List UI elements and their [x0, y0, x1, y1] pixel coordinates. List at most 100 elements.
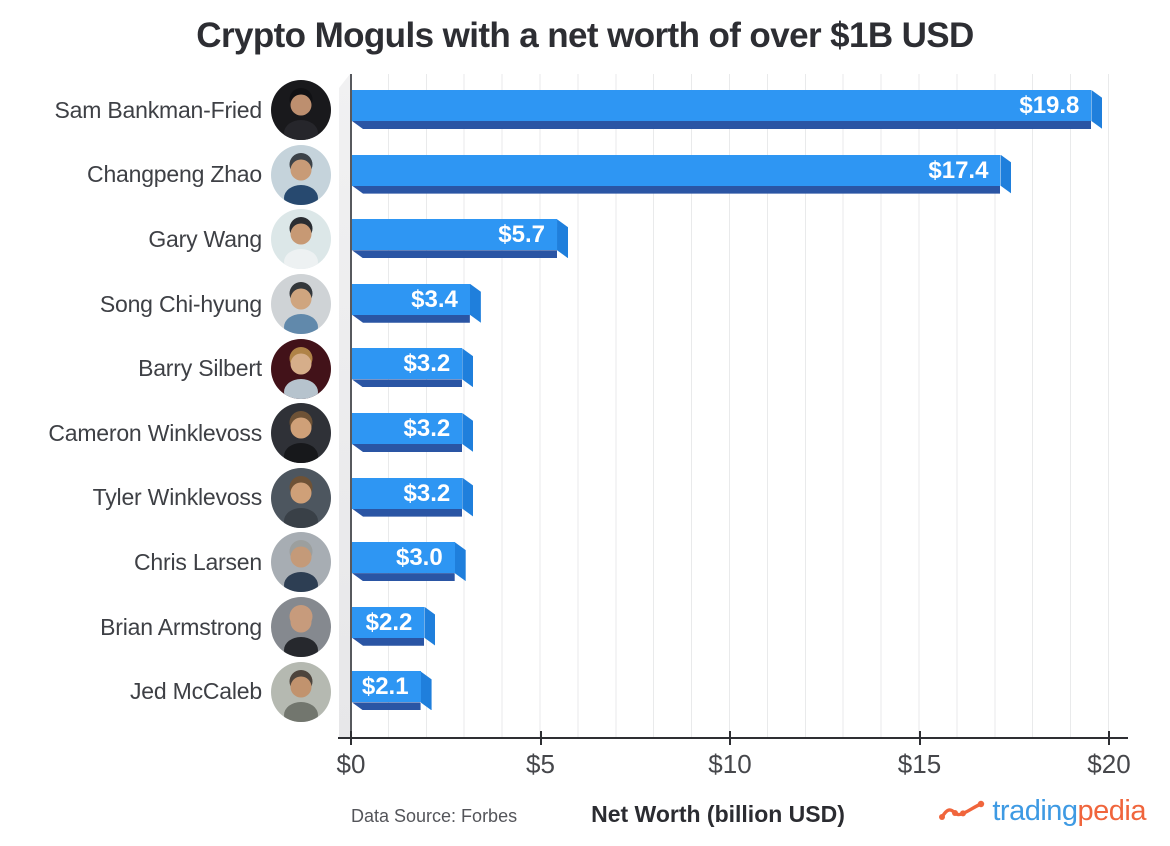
x-axis-tick-label: $15	[897, 749, 942, 779]
axis-wall-3d	[339, 74, 350, 737]
bar-3d-right-face	[1000, 154, 1012, 194]
person-photo-placeholder	[271, 338, 331, 399]
bar: $3.4	[352, 283, 481, 323]
person-avatar	[271, 209, 331, 270]
bar-value-label: $2.2	[365, 608, 413, 636]
bar-3d-bottom-face	[352, 121, 1092, 129]
person-photo-placeholder	[271, 403, 331, 464]
logo-wordmark: tradingpedia	[992, 794, 1146, 828]
bar: $2.2	[352, 606, 436, 646]
bar-3d-bottom-face	[352, 250, 558, 259]
bar-3d-bottom-face	[352, 573, 455, 582]
chart-title: Crypto Moguls with a net worth of over $…	[196, 16, 974, 55]
person-avatar	[271, 274, 331, 335]
person-name: Cameron Winklevoss	[48, 419, 262, 446]
data-source-note: Data Source: Forbes	[351, 806, 518, 826]
person-avatar	[271, 532, 331, 593]
bar-row: Brian Armstrong $2.2	[0, 595, 1170, 660]
person-name: Barry Silbert	[138, 355, 262, 382]
x-axis-title: Net Worth (billion USD)	[591, 801, 845, 827]
person-avatar	[271, 144, 331, 205]
person-name: Chris Larsen	[134, 548, 262, 575]
bar-value-label: $3.2	[403, 350, 451, 378]
x-axis-tick-label: $20	[1087, 749, 1131, 779]
x-axis-line	[338, 737, 1128, 739]
bar-3d-right-face	[1091, 90, 1103, 129]
bar-rows: Sam Bankman-Fried $19.8 Changpeng Zhao $17.…	[0, 78, 1170, 724]
bar-row: Jed McCaleb $2.1	[0, 659, 1170, 724]
bar-3d-bottom-face	[352, 702, 421, 711]
bar-value-label: $5.7	[498, 221, 546, 249]
bar-row: Gary Wang $5.7	[0, 207, 1170, 272]
person-photo-placeholder	[271, 274, 331, 335]
bar-value-label: $3.4	[411, 285, 458, 313]
bar-3d-bottom-face	[352, 637, 425, 646]
bar-3d-right-face	[424, 606, 436, 646]
bar-3d-bottom-face	[352, 379, 463, 388]
bar: $3.2	[352, 348, 474, 388]
bar-3d-right-face	[454, 542, 466, 582]
person-photo-placeholder	[271, 144, 331, 205]
bar-row: Tyler Winklevoss $3.2	[0, 466, 1170, 531]
bar-value-label: $3.2	[403, 479, 451, 507]
bar: $3.0	[352, 542, 466, 582]
x-axis-tick	[729, 731, 731, 745]
person-avatar	[271, 80, 331, 141]
tradingpedia-logo: tradingpedia	[939, 794, 1147, 828]
logo-text-pedia: pedia	[1077, 795, 1147, 827]
bar-row: Song Chi-hyung $3.4	[0, 272, 1170, 337]
bar-row: Barry Silbert $3.2	[0, 336, 1170, 401]
person-name: Gary Wang	[148, 225, 262, 252]
x-axis-tick-label: $10	[708, 749, 752, 779]
person-name: Brian Armstrong	[100, 613, 262, 640]
bar-3d-bottom-face	[352, 314, 470, 323]
x-axis-tick-label: $5	[526, 749, 555, 779]
bar-3d-bottom-face	[352, 185, 1001, 194]
person-photo-placeholder	[271, 467, 331, 528]
person-photo-placeholder	[271, 532, 331, 593]
x-axis-tick	[1108, 731, 1110, 745]
bar-row: Chris Larsen $3.0	[0, 530, 1170, 595]
bar-row: Cameron Winklevoss $3.2	[0, 401, 1170, 466]
bar: $5.7	[352, 219, 569, 259]
person-avatar	[271, 403, 331, 464]
bar: $3.2	[352, 477, 474, 517]
person-photo-placeholder	[271, 209, 331, 270]
person-photo-placeholder	[271, 597, 331, 658]
person-avatar	[271, 338, 331, 399]
person-avatar	[271, 661, 331, 722]
bar: $2.1	[352, 671, 432, 711]
person-name: Song Chi-hyung	[99, 290, 262, 317]
person-avatar	[271, 467, 331, 528]
logo-text-trading: trading	[992, 795, 1078, 827]
bar: $3.2	[352, 412, 474, 452]
person-avatar	[271, 597, 331, 658]
bar-3d-right-face	[557, 219, 569, 259]
bar: $19.8	[352, 90, 1103, 129]
x-axis-tick	[918, 731, 921, 745]
x-axis-tick	[350, 731, 352, 745]
bar-3d-right-face	[462, 477, 474, 517]
person-photo-placeholder	[271, 661, 331, 722]
person-photo-placeholder	[271, 80, 331, 141]
bar-3d-right-face	[469, 283, 481, 323]
bar-value-label: $17.4	[928, 156, 989, 184]
bar-value-label: $3.2	[403, 414, 451, 442]
bar-value-label: $2.1	[361, 673, 409, 701]
bar-row: Changpeng Zhao $17.4	[0, 143, 1170, 208]
person-name: Tyler Winklevoss	[92, 484, 263, 511]
person-name: Jed McCaleb	[129, 678, 262, 705]
bar-3d-bottom-face	[352, 508, 463, 517]
bar-row: Sam Bankman-Fried $19.8	[0, 78, 1170, 143]
bar: $17.4	[352, 154, 1012, 194]
bar-3d-bottom-face	[352, 443, 463, 452]
bar-value-label: $3.0	[395, 544, 443, 572]
y-axis-line	[350, 74, 352, 737]
bar-3d-right-face	[420, 671, 432, 711]
person-name: Changpeng Zhao	[87, 161, 262, 188]
x-axis-tick	[539, 731, 542, 745]
bar-value-label: $19.8	[1019, 92, 1080, 119]
x-axis-tick-label: $0	[336, 749, 366, 779]
logo-line-chart-icon	[939, 800, 985, 820]
